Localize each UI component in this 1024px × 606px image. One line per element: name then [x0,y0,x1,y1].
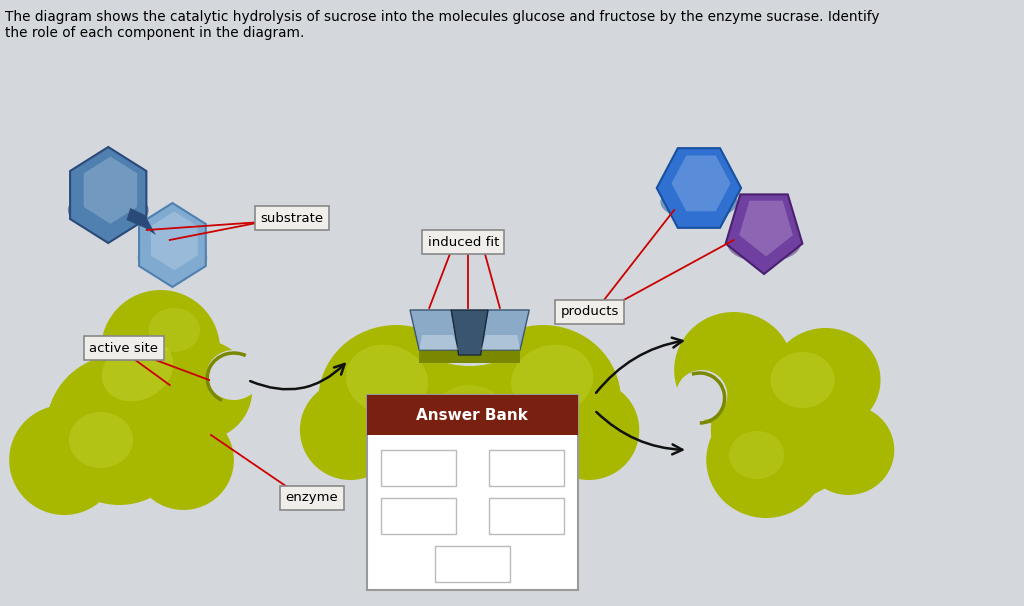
Bar [488,450,564,486]
Ellipse shape [433,385,506,445]
Polygon shape [480,335,520,350]
Ellipse shape [465,325,621,475]
Ellipse shape [419,310,520,366]
Ellipse shape [318,325,474,475]
Polygon shape [84,156,137,224]
Ellipse shape [539,380,639,480]
Ellipse shape [674,312,794,428]
Polygon shape [70,147,146,243]
Polygon shape [410,310,459,350]
Text: induced fit: induced fit [427,236,499,248]
Ellipse shape [707,402,825,518]
Bar [435,546,510,582]
Polygon shape [139,203,206,287]
Polygon shape [672,156,730,211]
Text: Answer Bank: Answer Bank [417,407,528,422]
Bar [381,498,456,534]
Ellipse shape [101,339,173,401]
Ellipse shape [152,340,252,440]
Ellipse shape [770,352,835,408]
FancyArrowPatch shape [596,338,682,393]
FancyArrowPatch shape [250,364,345,389]
Text: substrate: substrate [260,211,324,224]
Ellipse shape [207,350,261,400]
Text: The diagram shows the catalytic hydrolysis of sucrose into the molecules glucose: The diagram shows the catalytic hydrolys… [4,10,879,40]
Bar [367,395,578,435]
Ellipse shape [676,370,727,420]
Ellipse shape [300,380,400,480]
Ellipse shape [729,431,784,479]
Ellipse shape [511,345,593,415]
Ellipse shape [770,328,881,432]
Bar [381,450,456,486]
Polygon shape [151,211,198,270]
Text: active site: active site [89,342,159,355]
FancyArrowPatch shape [596,412,682,454]
Ellipse shape [415,315,524,425]
Ellipse shape [68,190,148,230]
Ellipse shape [346,345,428,415]
Ellipse shape [660,184,737,220]
Polygon shape [452,310,488,355]
Polygon shape [726,195,803,274]
Text: enzyme: enzyme [286,491,338,505]
Polygon shape [480,310,529,350]
Ellipse shape [400,360,539,500]
Polygon shape [656,148,741,228]
Bar [488,498,564,534]
Ellipse shape [46,355,193,505]
Polygon shape [419,335,459,350]
Ellipse shape [101,290,220,410]
Ellipse shape [137,240,207,276]
Ellipse shape [803,405,894,495]
Ellipse shape [9,405,119,515]
Ellipse shape [69,412,133,468]
Ellipse shape [727,226,801,262]
Polygon shape [739,201,793,256]
Ellipse shape [711,360,857,500]
Polygon shape [127,208,156,235]
Ellipse shape [148,308,200,352]
Text: products: products [560,305,618,319]
Bar [367,395,578,590]
Bar [419,345,520,363]
Ellipse shape [133,410,233,510]
